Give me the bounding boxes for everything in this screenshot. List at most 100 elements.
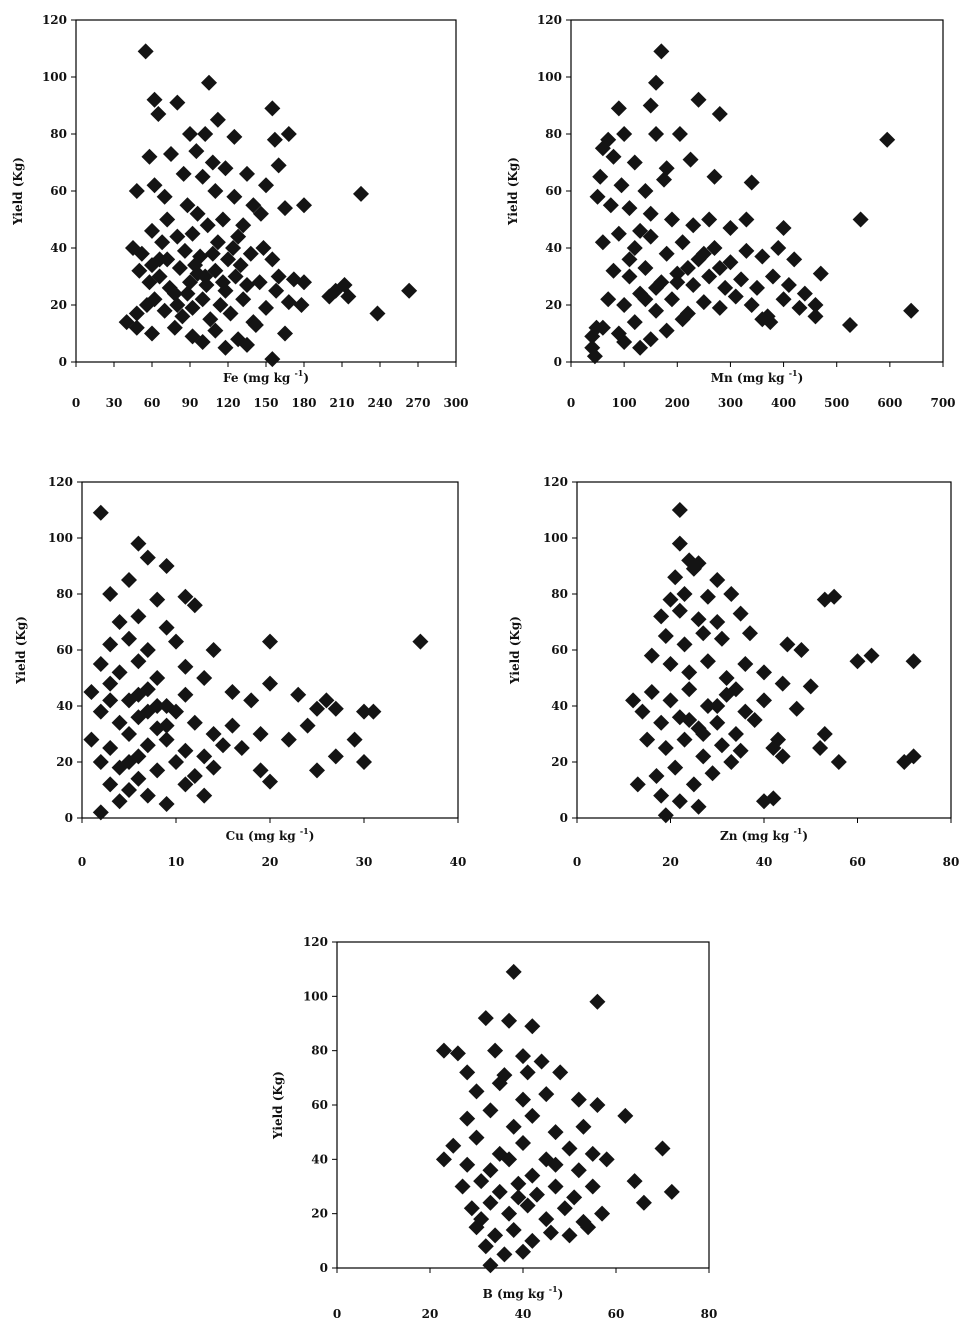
data-point xyxy=(774,675,791,692)
data-point xyxy=(146,177,163,194)
data-point xyxy=(589,993,606,1010)
data-point xyxy=(654,1140,671,1157)
y-tick-label: 60 xyxy=(56,643,73,657)
data-point xyxy=(217,160,234,177)
y-tick-label: 60 xyxy=(311,1098,328,1112)
data-point xyxy=(727,726,744,742)
x-tick-label: 80 xyxy=(943,855,960,869)
data-point xyxy=(685,277,702,294)
y-tick-label: 100 xyxy=(48,531,73,545)
data-point xyxy=(277,325,293,342)
data-point xyxy=(762,314,779,331)
data-point xyxy=(519,1197,536,1214)
data-point xyxy=(690,91,707,108)
data-point xyxy=(632,222,649,239)
x-tick-label: 180 xyxy=(291,396,316,410)
data-point xyxy=(111,714,128,731)
data-point xyxy=(118,314,135,331)
data-point xyxy=(102,675,119,692)
data-point xyxy=(133,245,150,262)
data-point xyxy=(92,656,109,672)
data-point xyxy=(754,248,771,265)
data-point xyxy=(459,1064,476,1081)
data-point xyxy=(681,681,698,698)
data-point xyxy=(718,670,735,686)
data-point xyxy=(770,240,787,256)
data-point xyxy=(83,684,100,700)
data-point xyxy=(812,740,829,756)
data-point xyxy=(207,322,224,339)
x-tick-label: 10 xyxy=(168,855,185,869)
data-point xyxy=(247,316,264,333)
x-tick-label: 270 xyxy=(405,396,430,410)
data-point xyxy=(653,714,670,731)
data-point xyxy=(738,242,755,259)
data-point xyxy=(669,265,686,282)
data-point xyxy=(144,257,160,274)
data-point xyxy=(401,282,418,299)
data-point xyxy=(695,245,712,262)
data-point xyxy=(610,100,627,117)
x-axis-label: Cu (mg kg -1) xyxy=(226,826,315,843)
data-point xyxy=(685,560,702,577)
data-point xyxy=(667,759,684,776)
data-point xyxy=(146,91,163,108)
chart-fe: 0 20 40 60 80 100 120 0 30 60 90 120 150 180 210 240 270… xyxy=(11,13,469,410)
data-point xyxy=(679,259,696,276)
data-point xyxy=(779,636,796,653)
data-point xyxy=(149,762,166,779)
data-point xyxy=(482,1257,499,1274)
data-point xyxy=(717,279,734,296)
data-point xyxy=(184,299,201,316)
data-point xyxy=(722,254,739,271)
chart-cu: 0 20 40 60 80 100 120 0 10 20 30 40 Yield (Kg) Cu (mg… xyxy=(14,475,466,869)
data-point xyxy=(658,322,675,339)
data-point xyxy=(158,796,175,812)
data-point xyxy=(327,748,344,765)
data-point xyxy=(737,703,754,720)
data-point xyxy=(617,1107,634,1124)
data-point xyxy=(232,257,249,274)
data-point xyxy=(158,731,175,748)
data-point xyxy=(699,698,716,714)
data-point xyxy=(487,1227,504,1244)
data-point xyxy=(102,692,119,709)
data-point xyxy=(524,1167,541,1184)
data-point xyxy=(158,558,175,574)
data-point xyxy=(163,145,179,162)
data-point xyxy=(642,228,659,245)
data-point xyxy=(594,140,611,157)
data-point xyxy=(524,1018,541,1035)
y-tick-label: 60 xyxy=(50,184,67,198)
y-tick-label: 120 xyxy=(543,475,568,489)
x-tick-label: 700 xyxy=(930,396,955,410)
data-point xyxy=(584,1145,601,1162)
y-tick-label: 20 xyxy=(551,755,568,769)
data-point xyxy=(149,591,166,608)
data-point xyxy=(230,228,247,245)
plot-frame xyxy=(576,481,952,819)
data-point xyxy=(709,614,726,630)
data-point xyxy=(575,1118,592,1135)
data-point xyxy=(226,188,243,205)
x-tick-label: 400 xyxy=(771,396,796,410)
data-point xyxy=(139,642,156,658)
data-point xyxy=(685,217,702,234)
chart-zn: 0 20 40 60 80 100 120 0 20 40 60 80 Yield (Kg) Zn (mg… xyxy=(508,475,959,869)
data-point xyxy=(252,762,269,779)
data-point xyxy=(139,737,156,754)
data-point xyxy=(491,1183,508,1200)
y-tick-label: 0 xyxy=(554,355,562,369)
data-point xyxy=(128,183,145,199)
y-tick-label: 80 xyxy=(551,587,568,601)
data-point xyxy=(188,143,205,160)
data-point xyxy=(566,1189,583,1206)
data-point xyxy=(625,692,642,709)
data-point xyxy=(137,43,154,60)
data-point xyxy=(632,339,649,356)
data-point xyxy=(547,1124,564,1141)
data-point xyxy=(262,633,278,650)
y-tick-label: 0 xyxy=(560,811,568,825)
data-point xyxy=(280,731,297,748)
